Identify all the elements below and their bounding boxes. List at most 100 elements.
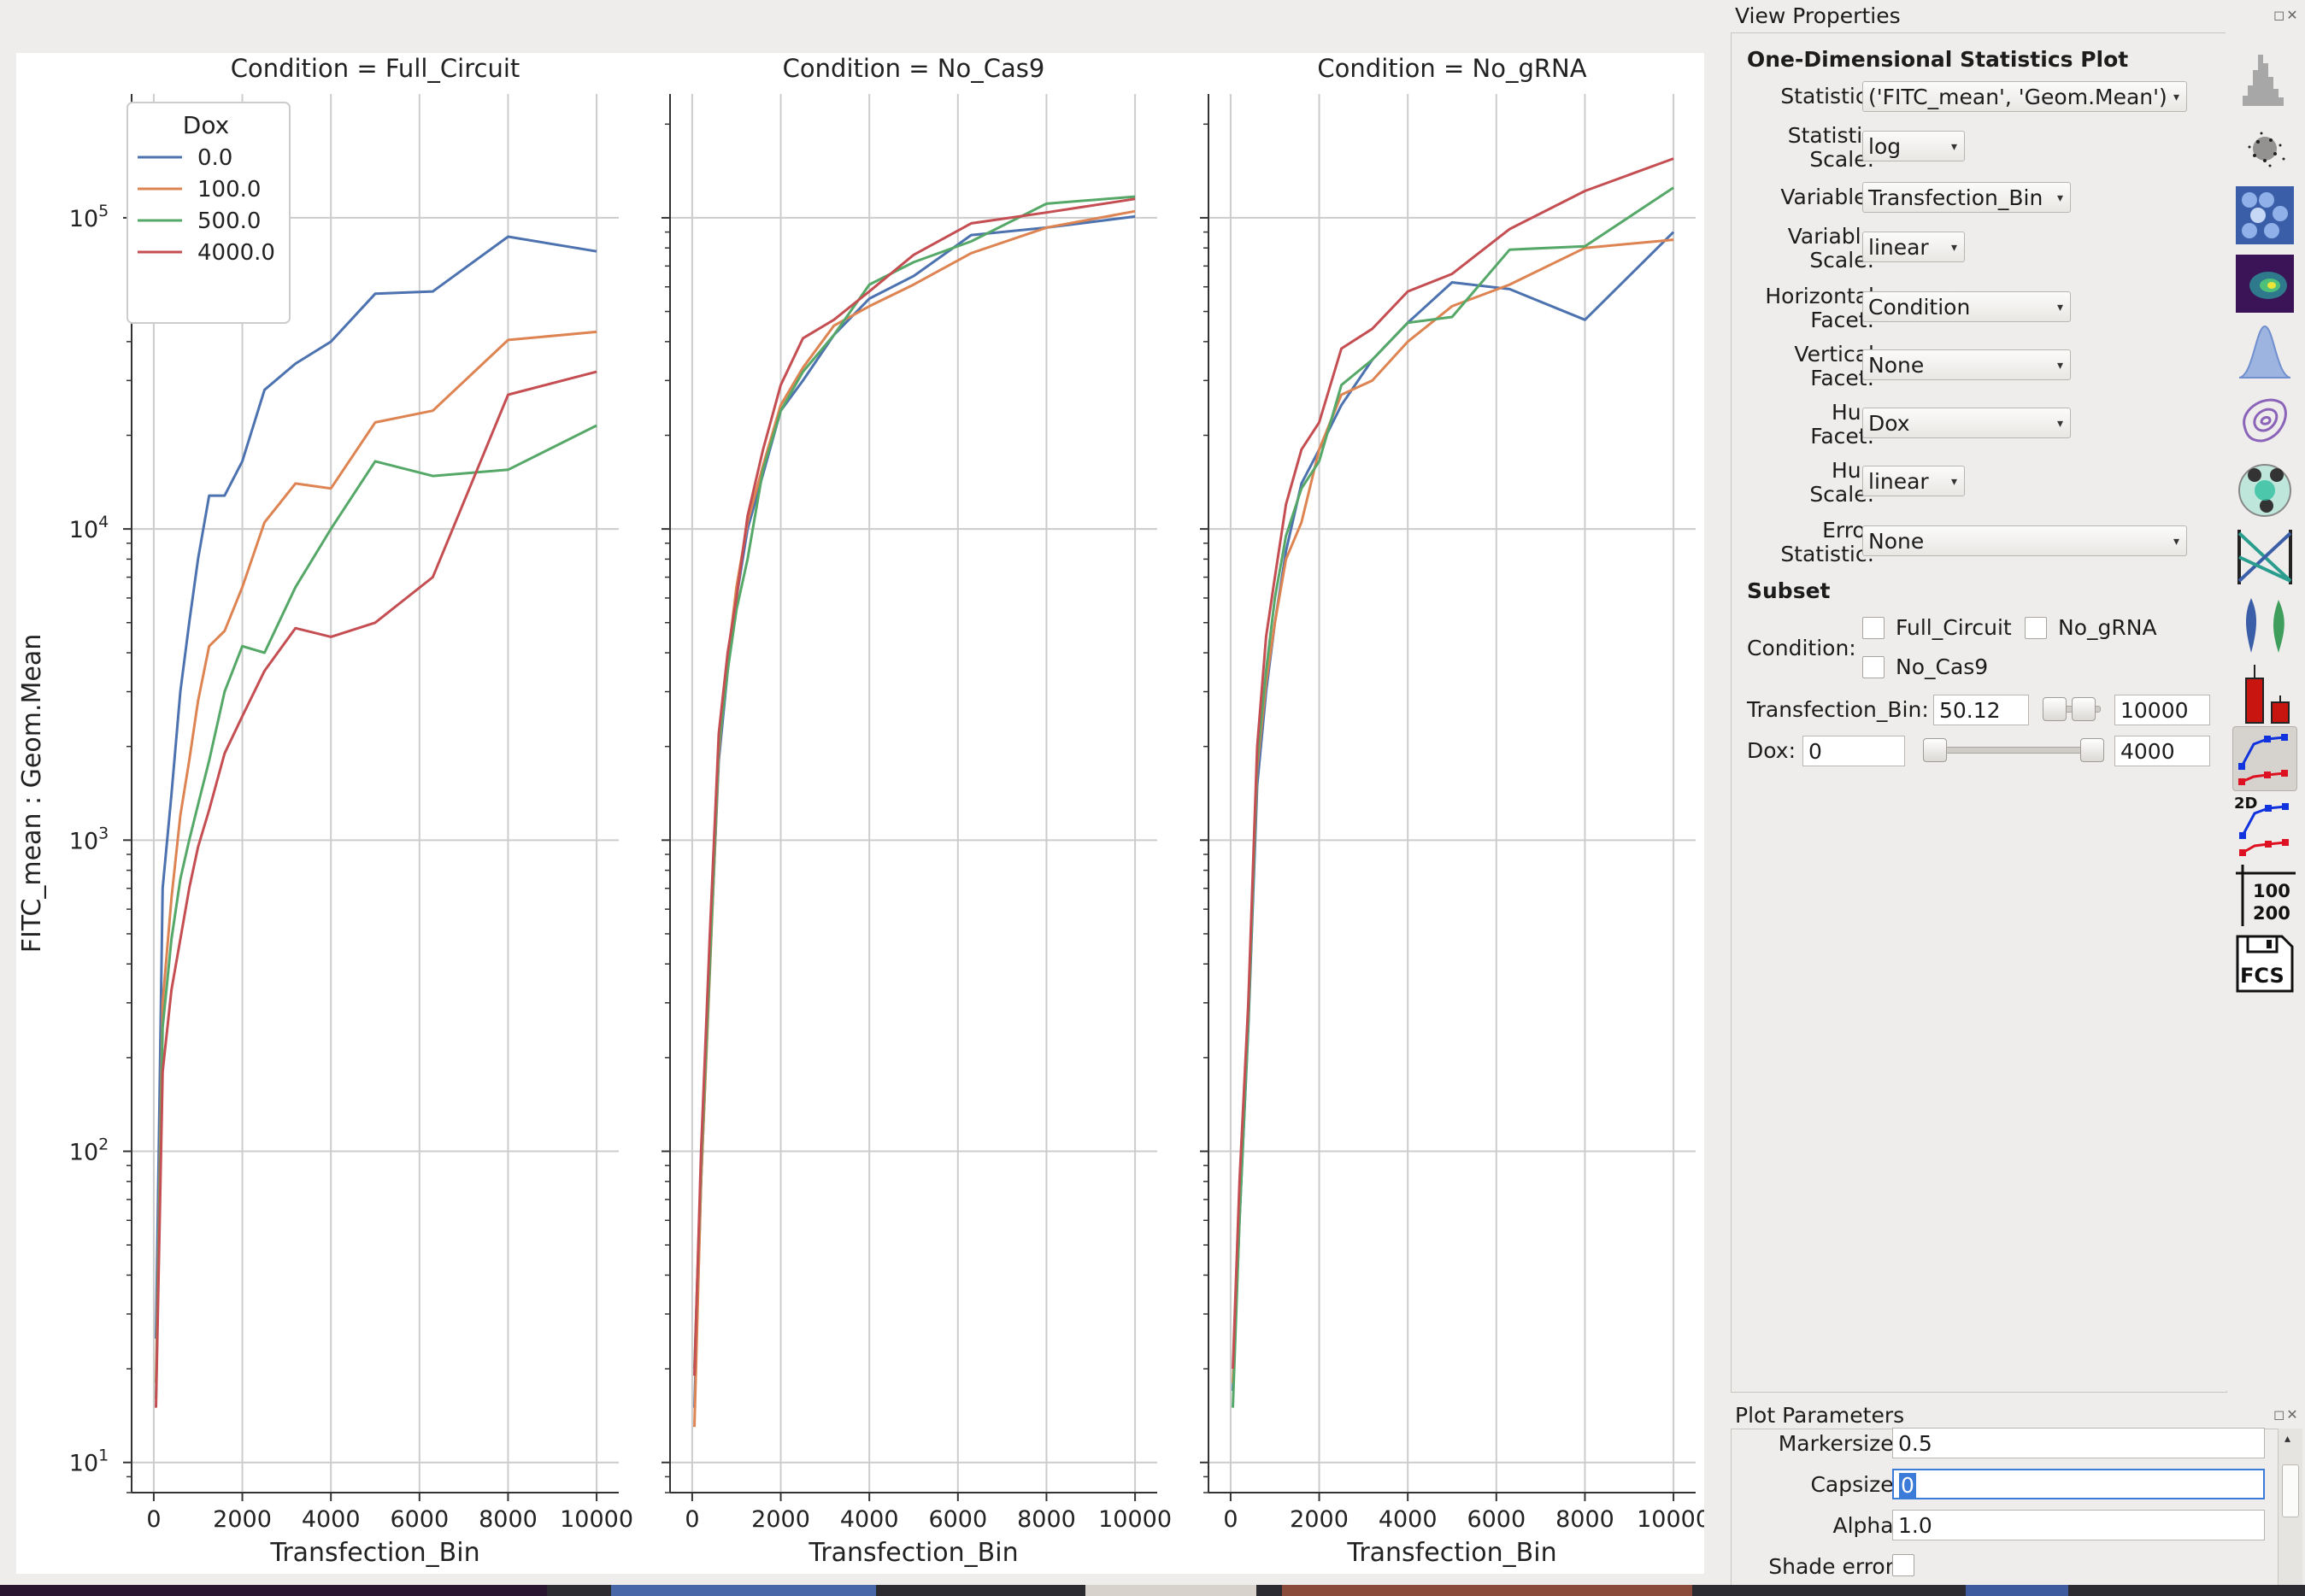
series-line-dox-4000.0 [1232, 157, 1674, 1370]
series-line-dox-500.0 [1232, 186, 1674, 1408]
variable-scale-combo[interactable]: linear ▾ [1862, 232, 1965, 262]
error-statistic-combo[interactable]: None ▾ [1862, 525, 2187, 556]
plot-parameters-title: Plot Parameters [1735, 1403, 1905, 1428]
x-axis-label: Transfection_Bin [269, 1538, 479, 1568]
x-tick-label: 8000 [1017, 1506, 1076, 1533]
series-line-dox-0.0 [155, 235, 597, 1339]
parallel-coordinates-icon[interactable] [2232, 525, 2297, 590]
markersize-input[interactable]: 0.5 [1892, 1428, 2265, 1458]
bar-chart-icon[interactable] [2232, 661, 2297, 726]
vertical-facet-combo[interactable]: None ▾ [1862, 349, 2071, 380]
stats-1d-icon[interactable] [2232, 726, 2297, 791]
svg-text:FCS: FCS [2240, 964, 2284, 988]
desktop-taskbar [0, 1585, 2305, 1596]
facet-title: Condition = Full_Circuit [231, 54, 520, 83]
view-heading: One-Dimensional Statistics Plot [1747, 47, 2129, 72]
transfection-bin-min-input[interactable]: 50.12 [1933, 695, 2029, 725]
dox-slider-track[interactable] [1923, 747, 2104, 754]
dox-slider-max-handle[interactable] [2080, 738, 2104, 762]
violin-icon[interactable] [2232, 593, 2297, 658]
scatter-density-icon[interactable] [2232, 116, 2297, 181]
statistic-combo[interactable]: ('FITC_mean', 'Geom.Mean') ▾ [1862, 81, 2187, 112]
alpha-input[interactable]: 1.0 [1892, 1510, 2265, 1540]
vertical-facet-value: None [1868, 353, 1925, 378]
shade-error-checkbox[interactable] [1892, 1554, 1914, 1576]
x-tick-label: 2000 [751, 1506, 810, 1533]
variable-value: Transfection_Bin [1868, 185, 2043, 210]
scroll-up-icon[interactable]: ▴ [2284, 1432, 2291, 1446]
hue-scale-combo[interactable]: linear ▾ [1862, 466, 1965, 496]
x-tick-label: 6000 [1467, 1506, 1526, 1533]
kde-icon[interactable] [2232, 320, 2297, 384]
x-axis-label: Transfection_Bin [808, 1538, 1018, 1568]
statistic-label: Statistic: [1780, 84, 1874, 109]
transfection-bin-slider-max-handle[interactable] [2072, 697, 2096, 721]
full-circuit-checkbox[interactable] [1862, 617, 1885, 639]
legend-entry: 4000.0 [197, 240, 275, 266]
x-tick-label: 0 [685, 1506, 699, 1533]
series-line-dox-0.0 [693, 214, 1136, 1408]
hue-facet-combo[interactable]: Dox ▾ [1862, 408, 2071, 438]
transfection-bin-max-input[interactable]: 10000 [2114, 695, 2210, 725]
contour-icon[interactable] [2232, 388, 2297, 453]
no-cas9-checkbox[interactable] [1862, 656, 1885, 678]
legend-entry: 100.0 [197, 177, 261, 202]
scrollbar-handle[interactable] [2282, 1464, 2299, 1517]
statistic-scale-combo[interactable]: log ▾ [1862, 131, 1965, 161]
export-fcs-icon[interactable]: FCS [2232, 931, 2297, 996]
gaussian-mixture-icon[interactable] [2232, 456, 2297, 521]
subset-heading: Subset [1747, 578, 1831, 603]
x-tick-label: 6000 [928, 1506, 987, 1533]
capsize-value: 0 [1899, 1473, 1916, 1498]
x-tick-label: 0 [1223, 1506, 1238, 1533]
dox-max-input[interactable]: 4000 [2114, 736, 2210, 766]
density-2d-icon[interactable] [2232, 251, 2297, 316]
histogram-icon[interactable] [2232, 48, 2297, 113]
variable-label: Variable: [1780, 185, 1874, 209]
legend-entry: 0.0 [197, 145, 232, 171]
dox-min-input[interactable]: 0 [1802, 736, 1905, 766]
facet-title: Condition = No_Cas9 [783, 54, 1045, 83]
series-line-dox-500.0 [155, 424, 597, 1399]
y-axis-label: FITC_mean : Geom.Mean [17, 634, 47, 953]
alpha-label: Alpha: [1832, 1513, 1901, 1538]
horizontal-facet-value: Condition [1868, 295, 1971, 320]
x-tick-label: 6000 [390, 1506, 449, 1533]
dox-slider-min-handle[interactable] [1923, 738, 1947, 762]
facet-title: Condition = No_gRNA [1317, 54, 1586, 83]
no-grna-checkbox[interactable] [2025, 617, 2047, 639]
x-tick-label: 0 [146, 1506, 161, 1533]
statistic-value: ('FITC_mean', 'Geom.Mean') [1868, 85, 2167, 109]
capsize-label: Capsize: [1810, 1472, 1901, 1497]
chevron-down-icon: ▾ [2173, 91, 2179, 104]
horizontal-facet-combo[interactable]: Condition ▾ [1862, 291, 2071, 322]
x-tick-label: 4000 [302, 1506, 361, 1533]
variable-scale-value: linear [1868, 235, 1929, 260]
chevron-down-icon: ▾ [2056, 417, 2063, 431]
plot-parameters-scrollbar[interactable]: ▴ [2278, 1429, 2302, 1585]
y-tick-label: 103 [69, 824, 109, 854]
dock-float-close-icon[interactable]: ◻✕ [2273, 1406, 2300, 1423]
chevron-down-icon: ▾ [2056, 191, 2063, 205]
x-tick-label: 4000 [840, 1506, 899, 1533]
view-toolbar: 2D 100 200 FCS [2226, 32, 2305, 1391]
no-grna-label: No_gRNA [2058, 615, 2157, 640]
svg-text:200: 200 [2253, 903, 2290, 924]
x-tick-label: 10000 [560, 1506, 633, 1533]
facet-plot: 0 2000 4000 6000 8000 10000 Condition = Full_C… [17, 54, 1704, 1568]
chevron-down-icon: ▾ [2056, 359, 2063, 373]
variable-combo[interactable]: Transfection_Bin ▾ [1862, 182, 2071, 213]
dock-float-close-icon[interactable]: ◻✕ [2273, 7, 2300, 23]
series-line-dox-100.0 [1232, 238, 1674, 1383]
transfection-bin-slider-min-handle[interactable] [2043, 697, 2067, 721]
series-line-dox-4000.0 [693, 197, 1136, 1376]
capsize-input[interactable]: 0 [1892, 1469, 2265, 1499]
y-tick-label: 102 [69, 1135, 109, 1166]
table-view-icon[interactable]: 100 200 [2232, 863, 2297, 928]
chevron-down-icon: ▾ [2056, 301, 2063, 314]
hexbin-icon[interactable] [2232, 183, 2297, 248]
series-line-dox-100.0 [693, 209, 1136, 1428]
svg-text:2D: 2D [2234, 795, 2257, 813]
dox-label: Dox: [1747, 738, 1796, 763]
stats-2d-icon[interactable]: 2D [2232, 795, 2297, 860]
